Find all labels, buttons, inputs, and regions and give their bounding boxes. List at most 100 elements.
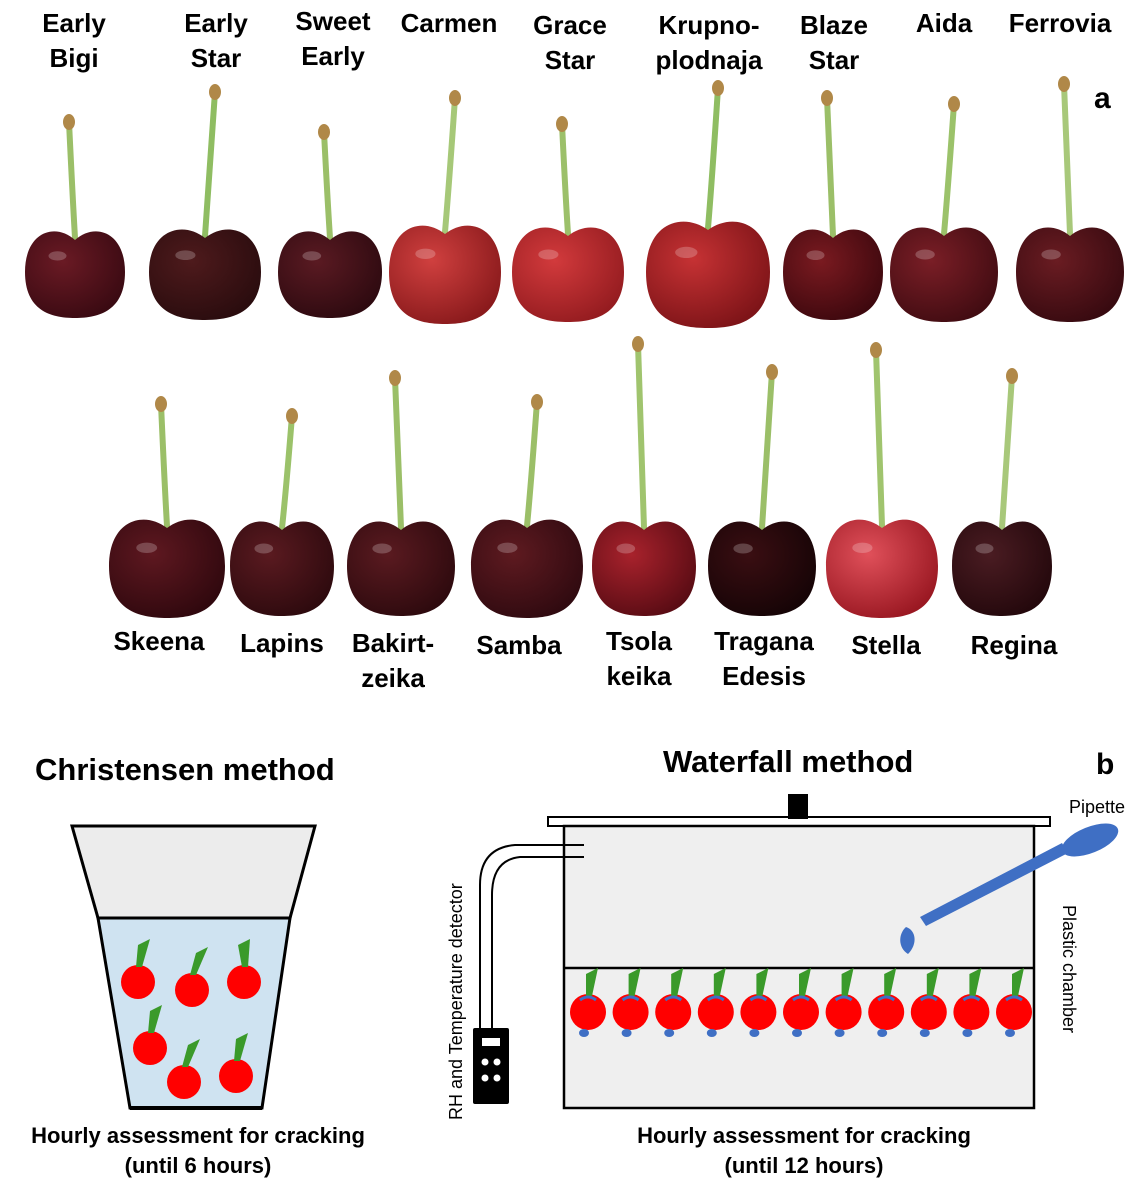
rack-cherry-11 xyxy=(996,968,1032,1037)
top_row-label-line2: Star xyxy=(808,45,860,75)
cup-cherry-5 xyxy=(167,1039,201,1099)
bottom-cherry-4 xyxy=(471,394,583,618)
rack-cherry-9 xyxy=(910,968,947,1037)
rack-cherry-1 xyxy=(570,968,606,1037)
bottom_row-label-1: Skeena xyxy=(79,624,239,659)
top_row-label-line2: Star xyxy=(190,43,242,73)
top-cherry-4 xyxy=(389,90,501,324)
bottom_row-label-line1: Skeena xyxy=(113,626,205,656)
bottom_row-label-line1: Tsola xyxy=(606,626,672,656)
cup-cherry-6 xyxy=(219,1033,253,1093)
christensen-title: Christensen method xyxy=(35,752,335,787)
top_row-label-line2: Star xyxy=(544,45,596,75)
top_row-label-6: Krupno-plodnaja xyxy=(629,8,789,78)
waterfall-caption: Hourly assessment for cracking (until 12… xyxy=(612,1121,996,1181)
top-cherry-2 xyxy=(149,84,261,320)
plastic-chamber-label: Plastic chamber xyxy=(1059,905,1079,1034)
bottom_row-label-3: Bakirt-zeika xyxy=(313,626,473,696)
detector-label: RH and Temperature detector xyxy=(446,883,466,1120)
top-cherry-3 xyxy=(278,124,382,318)
bottom_row-label-line1: Stella xyxy=(851,630,921,660)
top-cherry-1 xyxy=(25,114,125,318)
top_row-label-line1: Blaze xyxy=(800,10,868,40)
water-drop xyxy=(706,1029,717,1037)
water-drop xyxy=(792,1029,802,1037)
bottom_row-label-2: Lapins xyxy=(202,626,362,661)
rh-temperature-detector xyxy=(473,844,584,1104)
top_row-label-4: Carmen xyxy=(369,6,529,41)
top_row-label-line1: Early xyxy=(42,8,106,38)
top_row-label-line2: Bigi xyxy=(49,43,99,73)
rack-cherry-5 xyxy=(740,968,777,1037)
bottom-cherry-1 xyxy=(109,396,225,618)
rack-cherry-3 xyxy=(655,968,692,1037)
bottom_row-label-line1: Regina xyxy=(970,630,1058,660)
bottom_row-label-line1: Lapins xyxy=(240,628,324,658)
bottom-cherry-7 xyxy=(826,342,938,618)
bottom_row-label-4: Samba xyxy=(439,628,599,663)
cup-cherry-2 xyxy=(175,947,209,1007)
top_row-label-9: Ferrovia xyxy=(980,6,1139,41)
top_row-label-line2: Early xyxy=(301,41,365,71)
waterfall-caption-line2: (until 12 hours) xyxy=(724,1153,884,1178)
bottom_row-label-line1: Tragana xyxy=(714,626,814,656)
panel-letter-b: b xyxy=(1096,748,1115,781)
water-drop xyxy=(621,1029,632,1037)
water-drop xyxy=(877,1029,888,1037)
top_row-label-line1: Early xyxy=(184,8,248,38)
bottom_row-label-8: Regina xyxy=(934,628,1094,663)
bottom-cherry-5 xyxy=(592,336,696,616)
rack-cherries xyxy=(570,968,1032,1037)
cherry-photo-strip xyxy=(25,76,1124,618)
top_row-label-5: Grace Star xyxy=(490,8,650,78)
christensen-caption: Hourly assessment for cracking (until 6 … xyxy=(6,1121,390,1181)
pipette-drop xyxy=(900,927,915,954)
waterfall-caption-line1: Hourly assessment for cracking xyxy=(637,1123,971,1148)
cup-cherry-4 xyxy=(133,1005,167,1065)
top_row-label-line1: Carmen xyxy=(400,8,498,38)
bottom_row-label-line2: zeika xyxy=(361,663,425,693)
cup-cherries xyxy=(121,939,261,1099)
top_row-label-1: Early Bigi xyxy=(0,6,154,76)
top-cherry-5 xyxy=(512,116,624,322)
top_row-label-line1: Ferrovia xyxy=(1008,8,1112,38)
waterfall-title: Waterfall method xyxy=(663,744,914,779)
bottom-cherry-2 xyxy=(230,408,334,616)
bottom_row-label-line1: Bakirt- xyxy=(351,628,435,658)
water-drop xyxy=(834,1029,845,1037)
top-cherry-8 xyxy=(890,96,998,322)
pipette xyxy=(900,823,1119,954)
water-drop xyxy=(1005,1029,1015,1037)
christensen-caption-line1: Hourly assessment for cracking xyxy=(31,1123,365,1148)
rack-cherry-4 xyxy=(697,968,734,1037)
top_row-label-8: Aida xyxy=(864,6,1024,41)
rack-cherry-2 xyxy=(612,968,649,1037)
bottom_row-label-line2: Edesis xyxy=(722,661,806,691)
bottom_row-label-5: Tsola keika xyxy=(559,624,719,694)
top_row-label-2: Early Star xyxy=(136,6,296,76)
top-cherry-7 xyxy=(783,90,883,320)
panel-letter-a: a xyxy=(1094,82,1111,115)
panel-a-cherry-cultivars: Early Bigi Early Star Sweet Early Carmen Grace S… xyxy=(0,4,1139,696)
christensen-caption-line2: (until 6 hours) xyxy=(124,1153,272,1178)
top_row-label-line1: Krupno- xyxy=(658,10,760,40)
top_row-label-line2: plodnaja xyxy=(655,45,763,75)
top_row-label-3: Sweet Early xyxy=(253,4,413,74)
bottom_row-label-6: Tragana Edesis xyxy=(684,624,844,694)
bottom_row-label-line2: keika xyxy=(606,661,672,691)
top-cherry-9 xyxy=(1016,76,1124,322)
pipette-label: Pipette xyxy=(1069,797,1126,817)
christensen-cup xyxy=(70,824,317,1110)
bottom_row-label-line1: Samba xyxy=(476,630,562,660)
top_row-label-line1: Aida xyxy=(915,8,973,38)
top_row-label-7: Blaze Star xyxy=(754,8,914,78)
top_row-label-line1: Grace xyxy=(533,10,607,40)
cup-cherry-3 xyxy=(227,939,261,999)
top-cherry-6 xyxy=(646,80,770,328)
bottom-cherry-8 xyxy=(952,368,1052,616)
water-drop xyxy=(664,1029,675,1037)
lid-handle xyxy=(788,794,808,819)
bottom_row-label-7: Stella xyxy=(806,628,966,663)
